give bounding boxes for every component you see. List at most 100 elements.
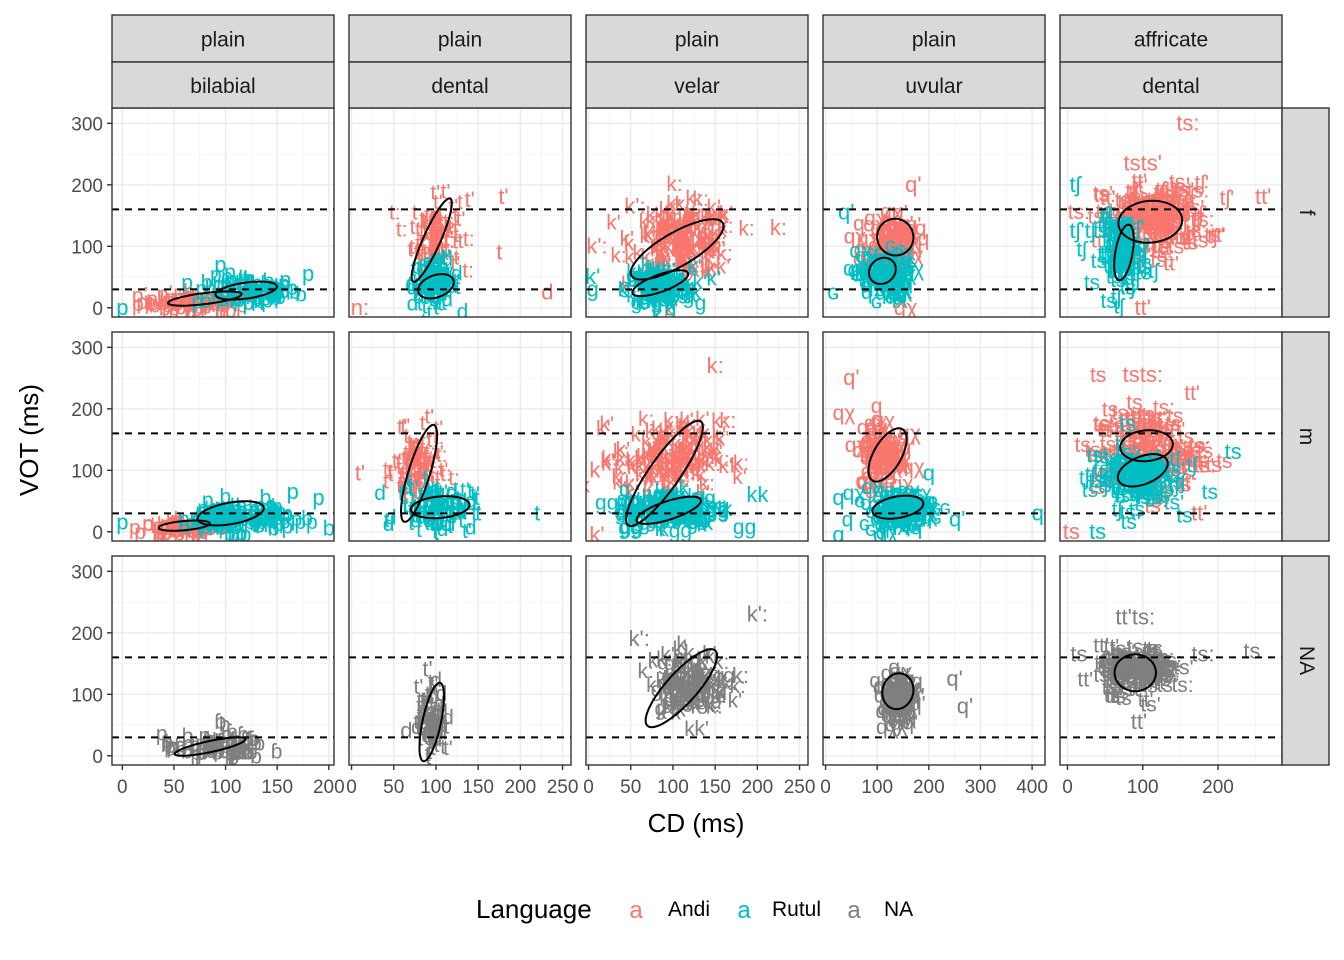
data-point-label: b [219,735,231,758]
data-point-label: g [697,669,709,692]
data-point-label: tt' [1151,407,1167,430]
data-point-label: t [444,489,450,512]
data-point-label: q [886,497,898,520]
data-point-label: p [226,269,238,292]
data-point-label: p [260,503,272,526]
data-point-label: t [434,267,440,290]
data-point-label: t' [460,479,470,502]
data-point-label: k [691,203,702,226]
data-point-label: k [701,680,712,703]
data-point-label: tʃ'tʃ [1069,218,1097,243]
data-point-label: b [152,521,164,544]
data-point-label: k: [710,234,726,257]
data-point-label: t [427,714,433,737]
data-point-label: k [689,655,700,678]
confidence-ellipse [410,197,453,283]
data-point-label: g [627,506,639,529]
data-point-label: ɓ [174,735,186,758]
data-point-label: qχ [843,258,866,281]
data-point-label: ɢ [907,493,919,516]
data-point-label: t' [426,276,436,299]
data-point-label: ts: [1158,659,1180,682]
data-point-label: p [247,277,259,300]
data-point-label: d [432,261,444,284]
data-point-label: ɓ [205,732,217,755]
data-point-label: p [184,513,196,536]
data-point-label: k [666,226,677,249]
data-point-label: tt' [1106,685,1122,708]
data-point-label: t' [431,223,441,246]
data-point-label: k' [655,459,670,482]
data-point-label: t [415,444,421,467]
data-point-label: k [683,205,694,228]
data-point-label: ts' [1177,439,1197,462]
data-point-label: ɢ [893,497,905,520]
data-point-label: p [251,287,263,310]
data-point-label: ts [1115,449,1131,472]
data-point-label: ts' [1115,419,1135,442]
data-point-label: tʃ' [1103,218,1118,241]
data-point-label: t [423,702,429,725]
data-point-label: ɢ [877,262,889,285]
data-point-label: tʃ [1160,459,1173,482]
data-point-label: b [205,512,217,535]
data-point-label: k [699,493,710,516]
data-point-label: ɢ [897,511,909,534]
data-point-label: tt' [1175,200,1191,223]
data-point-label: t [428,450,434,473]
data-point-label: t [438,272,444,295]
data-point-label: k: [655,242,671,265]
data-point-label: k: [651,439,667,462]
data-point-label: p [202,489,214,512]
data-point-label: t [428,670,434,693]
data-point-label: t [412,201,418,224]
data-point-label: g [622,491,634,514]
data-point-label: tʃ' [1101,206,1116,229]
data-point-label: p [229,276,241,299]
data-point-label: q' [860,447,876,470]
data-point-label: ts: [1127,216,1149,239]
data-point-label: p [236,500,248,523]
data-point-label: k [681,489,692,512]
data-point-label: ts' [1192,230,1212,253]
data-point-label: q [884,479,896,502]
data-point-label: k' [695,408,710,431]
data-point-label: t: [412,446,424,469]
data-point-label: tʃ [1131,466,1144,489]
data-point-label: p [214,289,226,312]
data-point-label: p [129,517,141,540]
confidence-ellipse [173,736,247,757]
facet-strip-top [111,61,335,109]
data-point-label: p [159,516,171,539]
data-point-label: k [730,455,741,478]
data-point-label: b [149,295,161,318]
confidence-ellipse [1116,453,1169,488]
data-point-label: ɢ [890,510,902,533]
data-point-label: b [261,273,273,296]
panel-background [112,108,334,317]
facet-panel-r2-c2: k'k:kgk'k:kgk'k:kgk'k:kgk'k:kgk'k:kgk'k:… [585,555,809,766]
data-point-label: p [227,510,239,533]
data-point-label: q' [880,433,896,456]
data-point-label: ts [1120,263,1136,286]
data-point-label: qχ [885,285,908,308]
data-point-label: k [660,281,671,304]
data-point-label: t [436,251,442,274]
data-point-label: t [438,703,444,726]
data-point-label: ts [1172,456,1188,479]
data-point-label: k: [654,435,670,458]
data-point-label: b [252,286,264,309]
data-point-label: p [287,479,299,504]
data-point-label: k: [716,243,732,266]
data-point-label: p [146,288,158,311]
data-point-label: ts [1127,457,1143,480]
data-point-label: k [692,423,703,446]
facet-panel-r1-c1: t't t:t'tt:t'tt:t'tt:t't t:t'tt:t' tt:t'tt:… [348,331,572,542]
data-point-label: ts' [1132,211,1152,234]
data-point-label: t [444,716,450,739]
data-point-label: p [176,513,188,536]
data-point-label: b [289,281,301,304]
data-point-label: t [419,701,425,724]
data-point-label: t [436,206,442,229]
data-point-label: g [709,663,721,686]
